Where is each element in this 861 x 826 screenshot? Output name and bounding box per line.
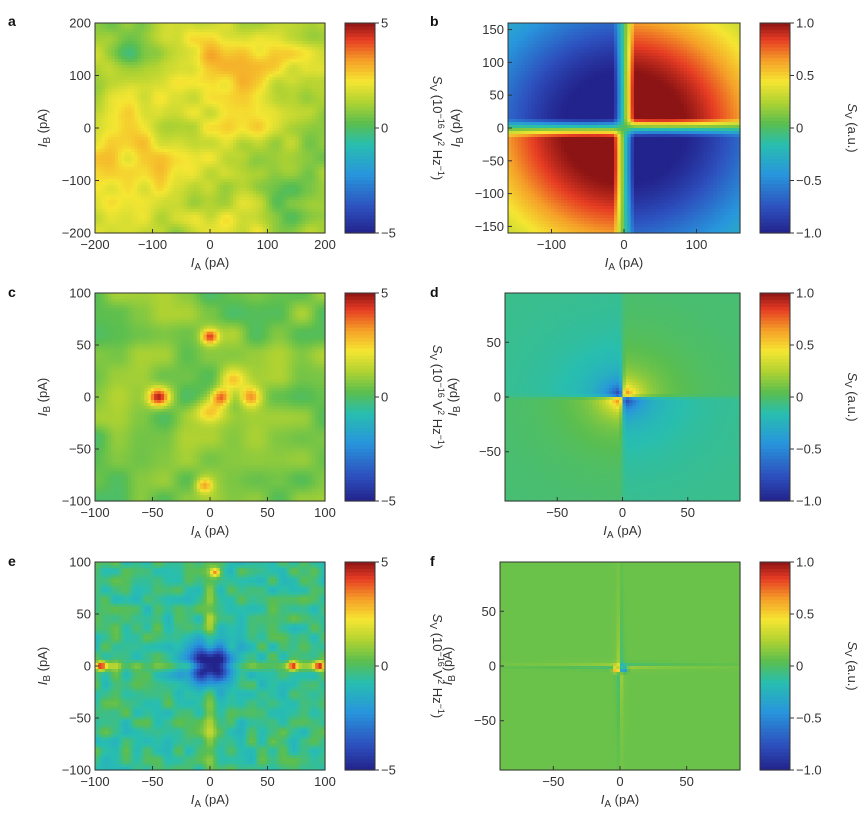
panel-letter: a [8, 13, 16, 29]
heatmap [95, 23, 326, 234]
